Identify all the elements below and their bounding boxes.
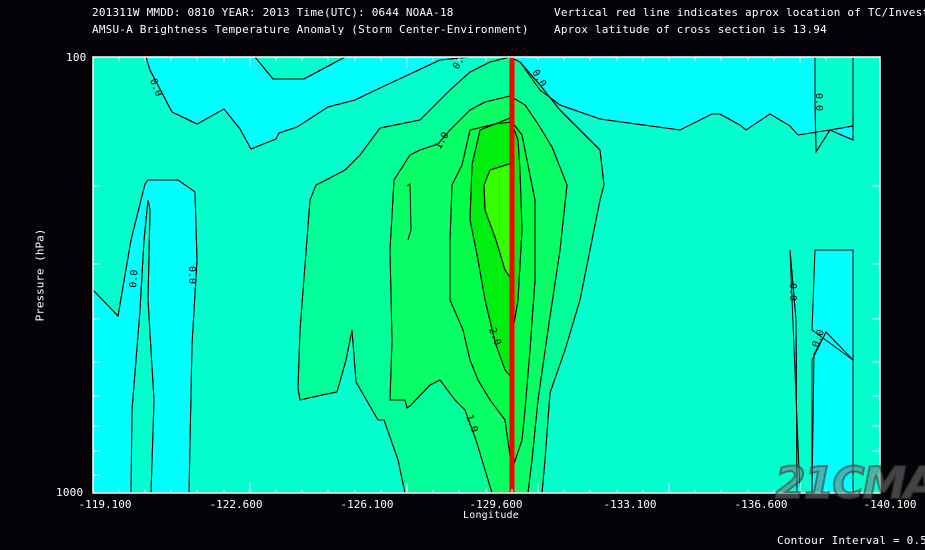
- x-tick-label: -126.100: [340, 498, 394, 511]
- svg-text:0.0: 0.0: [813, 93, 824, 111]
- svg-text:0.0: 0.0: [787, 283, 798, 301]
- y-tick-1000: 1000: [56, 486, 84, 499]
- y-axis-label: Pressure (hPa): [33, 228, 47, 322]
- svg-text:0.0: 0.0: [186, 266, 197, 284]
- svg-text:0.0: 0.0: [128, 269, 141, 288]
- header-line1-right: Vertical red line indicates aprox locati…: [554, 6, 925, 19]
- x-tick-label: -133.100: [603, 498, 657, 511]
- x-tick-label: -136.600: [734, 498, 788, 511]
- x-tick-label: -122.600: [209, 498, 263, 511]
- x-tick-label: -140.100: [863, 498, 917, 511]
- header-line2-left: AMSU-A Brightness Temperature Anomaly (S…: [92, 23, 529, 36]
- x-tick-label: -119.100: [78, 498, 132, 511]
- y-tick-100: 100: [66, 51, 87, 64]
- x-tick-label: -129.600: [469, 498, 523, 511]
- header-line2-right: Aprox latitude of cross section is 13.94: [554, 23, 827, 36]
- x-axis-label: Longitude: [463, 510, 519, 521]
- contour-interval-note: Contour Interval = 0.5K: [777, 534, 925, 547]
- header-line1-left: 201311W MMDD: 0810 YEAR: 2013 Time(UTC):…: [92, 6, 454, 19]
- watermark-logo: 21CMA: [774, 457, 925, 510]
